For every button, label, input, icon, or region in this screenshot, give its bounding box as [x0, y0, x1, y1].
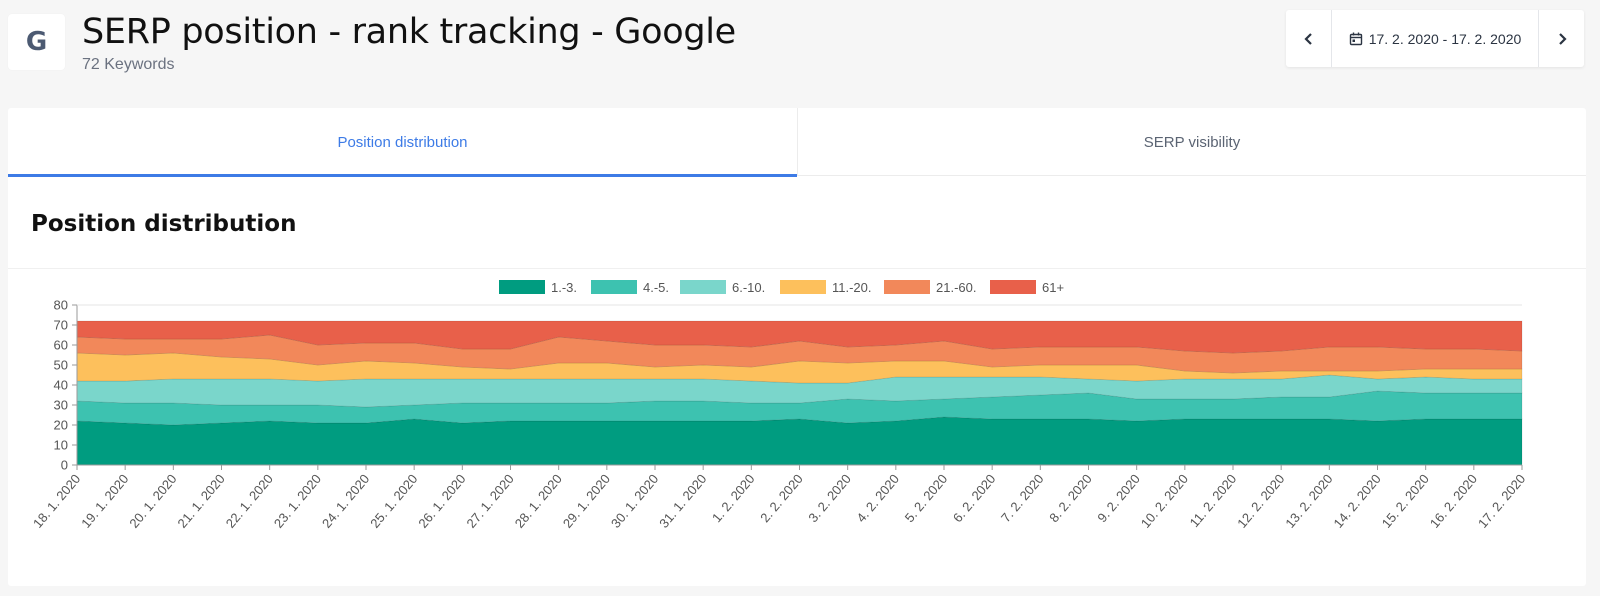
x-tick-label: 22. 1. 2020	[223, 471, 276, 530]
x-tick-label: 16. 2. 2020	[1427, 471, 1480, 530]
legend-label-2: 4.-5.	[643, 280, 669, 295]
x-tick-label: 3. 2. 2020	[805, 471, 854, 525]
legend-swatch-1	[499, 280, 545, 294]
tab-bar: Position distribution SERP visibility	[8, 108, 1586, 177]
x-tick-label: 30. 1. 2020	[608, 471, 661, 530]
x-tick-label: 27. 1. 2020	[463, 471, 516, 530]
legend-label-5: 21.-60.	[936, 280, 976, 295]
x-tick-label: 17. 2. 2020	[1475, 471, 1528, 530]
y-tick-label: 70	[54, 318, 68, 333]
keyword-count: 72 Keywords	[82, 56, 175, 73]
legend-label-3: 6.-10.	[732, 280, 765, 295]
tab-serp-visibility[interactable]: SERP visibility	[797, 108, 1586, 176]
chevron-right-icon	[1558, 32, 1567, 45]
x-tick-label: 20. 1. 2020	[126, 471, 179, 530]
x-tick-label: 13. 2. 2020	[1282, 471, 1335, 530]
y-tick-label: 80	[54, 298, 68, 313]
legend-swatch-3	[680, 280, 726, 294]
x-tick-label: 21. 1. 2020	[174, 471, 227, 530]
x-tick-label: 11. 2. 2020	[1187, 471, 1240, 530]
x-tick-label: 8. 2. 2020	[1046, 471, 1095, 525]
x-tick-label: 7. 2. 2020	[998, 471, 1047, 525]
page-title: SERP position - rank tracking - Google	[82, 12, 736, 52]
x-tick-label: 26. 1. 2020	[415, 471, 468, 530]
date-range-picker[interactable]: 17. 2. 2020 - 17. 2. 2020	[1332, 10, 1538, 67]
tab-position-distribution[interactable]: Position distribution	[8, 108, 797, 177]
x-tick-label: 29. 1. 2020	[560, 471, 613, 530]
y-tick-label: 20	[54, 418, 68, 433]
x-tick-label: 9. 2. 2020	[1094, 471, 1143, 525]
x-tick-label: 10. 2. 2020	[1138, 471, 1191, 530]
divider	[1331, 10, 1332, 67]
y-tick-label: 30	[54, 398, 68, 413]
area-series-6	[76, 320, 1523, 354]
page-header: G SERP position - rank tracking - Google…	[0, 0, 1600, 100]
divider	[1538, 10, 1539, 67]
x-tick-label: 6. 2. 2020	[950, 471, 999, 525]
x-tick-label: 31. 1. 2020	[656, 471, 709, 530]
legend-swatch-5	[884, 280, 930, 294]
x-tick-label: 1. 2. 2020	[709, 471, 758, 525]
prev-date-button[interactable]	[1286, 10, 1331, 67]
legend-swatch-4	[780, 280, 826, 294]
y-tick-label: 40	[54, 378, 68, 393]
x-tick-label: 5. 2. 2020	[902, 471, 951, 525]
y-tick-label: 60	[54, 338, 68, 353]
y-tick-label: 10	[54, 438, 68, 453]
x-tick-label: 18. 1. 2020	[30, 471, 83, 530]
x-tick-label: 25. 1. 2020	[367, 471, 420, 530]
next-date-button[interactable]	[1539, 10, 1584, 67]
calendar-icon	[1349, 32, 1362, 45]
area-series-1	[76, 416, 1523, 466]
x-tick-label: 23. 1. 2020	[271, 471, 324, 530]
date-range-label: 17. 2. 2020 - 17. 2. 2020	[1368, 30, 1522, 47]
position-distribution-chart: 1.-3. 4.-5. 6.-10. 11.-20. 21.-60. 61+ 0 10 20 30…	[30, 280, 1528, 531]
legend-label-6: 61+	[1042, 280, 1064, 295]
legend-label-1: 1.-3.	[551, 280, 577, 295]
x-tick-label: 24. 1. 2020	[319, 471, 372, 530]
logo-letter: G	[25, 27, 48, 57]
legend-label-4: 11.-20.	[832, 280, 872, 295]
divider	[8, 268, 1586, 269]
x-tick-label: 28. 1. 2020	[512, 471, 565, 530]
chart-card: Position distribution SERP visibility Po…	[8, 108, 1586, 586]
chevron-left-icon	[1303, 32, 1312, 45]
x-tick-label: 15. 2. 2020	[1379, 471, 1432, 530]
x-tick-label: 19. 1. 2020	[78, 471, 131, 530]
section-title: Position distribution	[31, 211, 297, 237]
google-logo-icon: G	[8, 14, 65, 70]
x-tick-label: 12. 2. 2020	[1234, 471, 1287, 530]
legend-swatch-2	[591, 280, 637, 294]
y-tick-label: 0	[61, 458, 68, 473]
x-tick-label: 2. 2. 2020	[757, 471, 806, 525]
x-tick-label: 4. 2. 2020	[853, 471, 902, 525]
date-navigator: 17. 2. 2020 - 17. 2. 2020	[1286, 10, 1584, 67]
y-tick-label: 50	[54, 358, 68, 373]
x-tick-label: 14. 2. 2020	[1330, 471, 1383, 530]
legend-swatch-6	[990, 280, 1036, 294]
